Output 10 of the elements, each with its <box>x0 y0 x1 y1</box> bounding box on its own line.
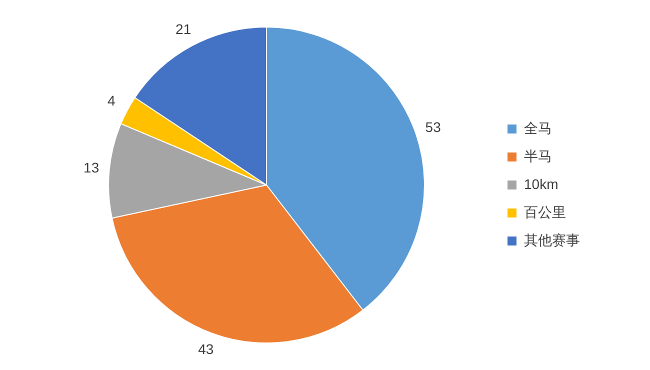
legend-label: 10km <box>524 176 558 192</box>
legend-label: 全马 <box>524 120 552 136</box>
data-label: 21 <box>176 20 192 37</box>
legend-label: 半马 <box>524 148 552 164</box>
legend-label: 百公里 <box>524 204 566 220</box>
data-label: 13 <box>84 159 100 176</box>
legend-label: 其他赛事 <box>524 232 580 248</box>
data-label: 43 <box>198 341 214 358</box>
data-label: 4 <box>108 92 116 109</box>
data-label: 53 <box>425 119 442 136</box>
